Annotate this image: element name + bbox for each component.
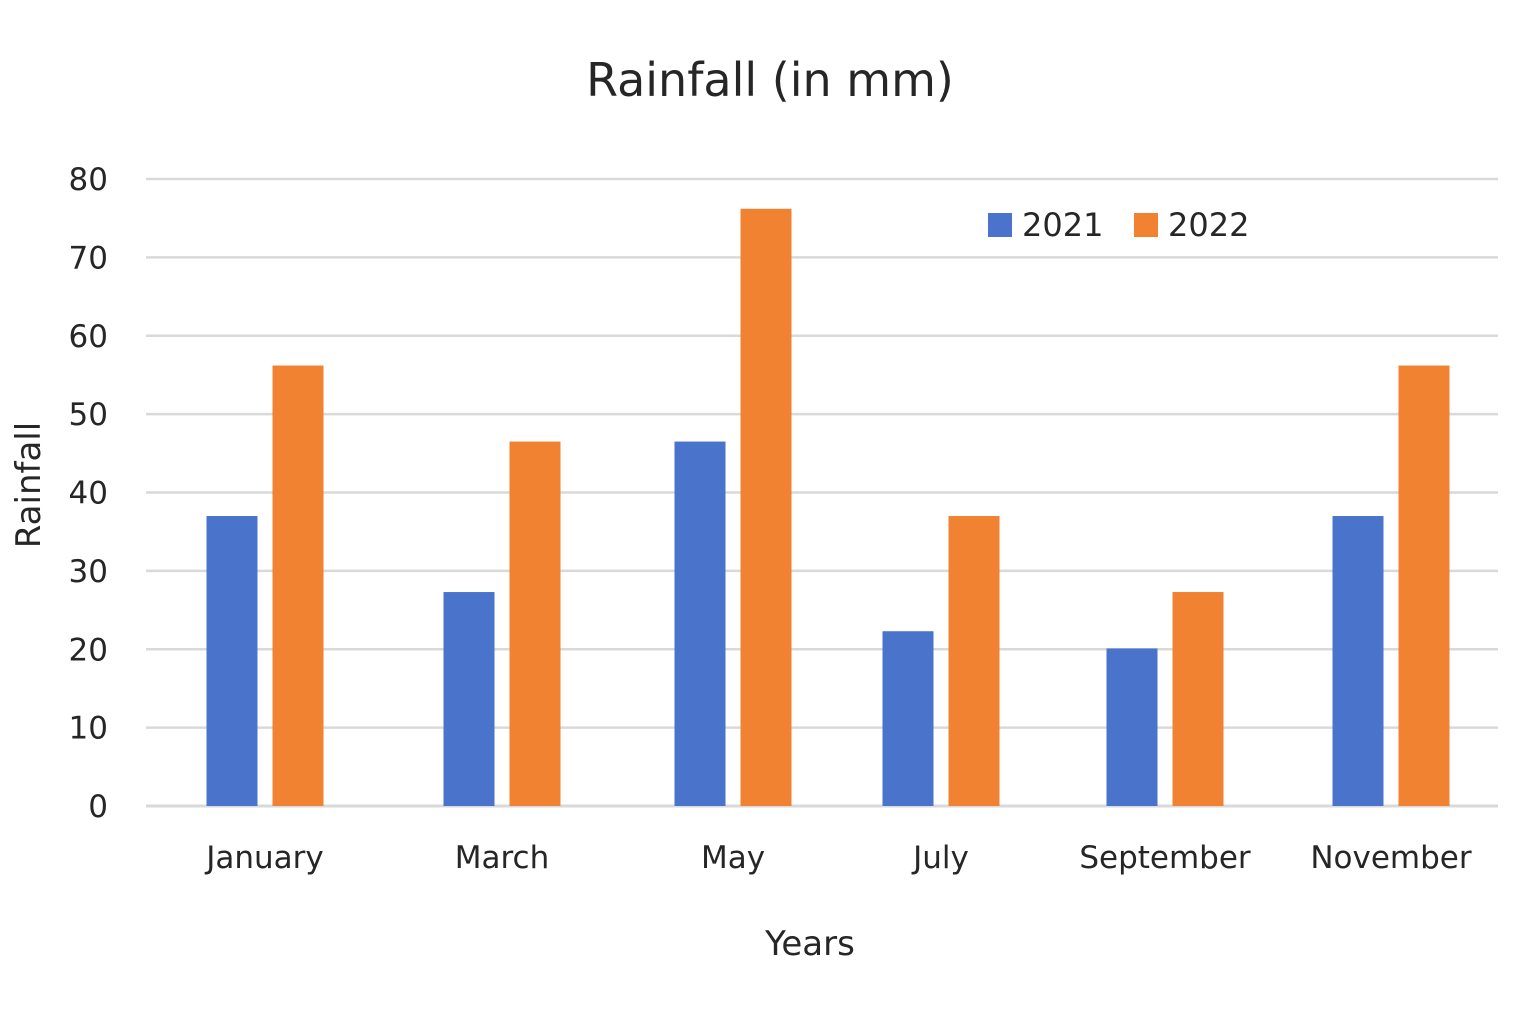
bar-september-2022 (1172, 592, 1224, 806)
y-tick-label: 60 (69, 319, 108, 355)
x-axis-categories: January March May July September November (204, 840, 1472, 876)
bar-september-2021 (1106, 648, 1158, 806)
y-tick-label: 70 (69, 240, 108, 276)
bars (206, 208, 1450, 807)
bar-july-2022 (948, 516, 1000, 806)
bar-may-2022 (740, 208, 792, 807)
legend-swatch-2022 (1134, 213, 1158, 237)
y-tick-label: 10 (69, 711, 108, 747)
x-axis-title: Years (764, 924, 855, 964)
bar-july-2021 (882, 631, 934, 806)
x-category-label: March (455, 840, 550, 876)
bar-march-2021 (443, 592, 495, 806)
y-tick-label: 0 (88, 789, 108, 825)
bar-november-2021 (1332, 516, 1384, 806)
legend-label-2021: 2021 (1022, 206, 1103, 244)
x-category-label: September (1079, 840, 1251, 876)
x-category-label: January (204, 840, 324, 876)
bar-january-2021 (206, 516, 258, 806)
legend: 2021 2022 (988, 206, 1249, 244)
x-category-label: July (911, 840, 969, 876)
chart-title: Rainfall (in mm) (586, 53, 954, 107)
legend-swatch-2021 (988, 213, 1012, 237)
y-tick-label: 30 (69, 554, 108, 590)
gridlines (146, 177, 1498, 808)
y-axis-title: Rainfall (9, 422, 49, 548)
bar-november-2022 (1398, 365, 1450, 806)
y-tick-label: 20 (69, 632, 108, 668)
y-tick-label: 40 (69, 476, 108, 512)
y-tick-label: 50 (69, 397, 108, 433)
bar-january-2022 (272, 365, 324, 806)
bar-march-2022 (509, 441, 561, 806)
bar-may-2021 (674, 441, 726, 806)
y-axis-ticks: 0 10 20 30 40 50 60 70 80 (69, 162, 108, 825)
x-category-label: November (1310, 840, 1472, 876)
legend-label-2022: 2022 (1168, 206, 1249, 244)
y-tick-label: 80 (69, 162, 108, 198)
x-category-label: May (701, 840, 765, 876)
